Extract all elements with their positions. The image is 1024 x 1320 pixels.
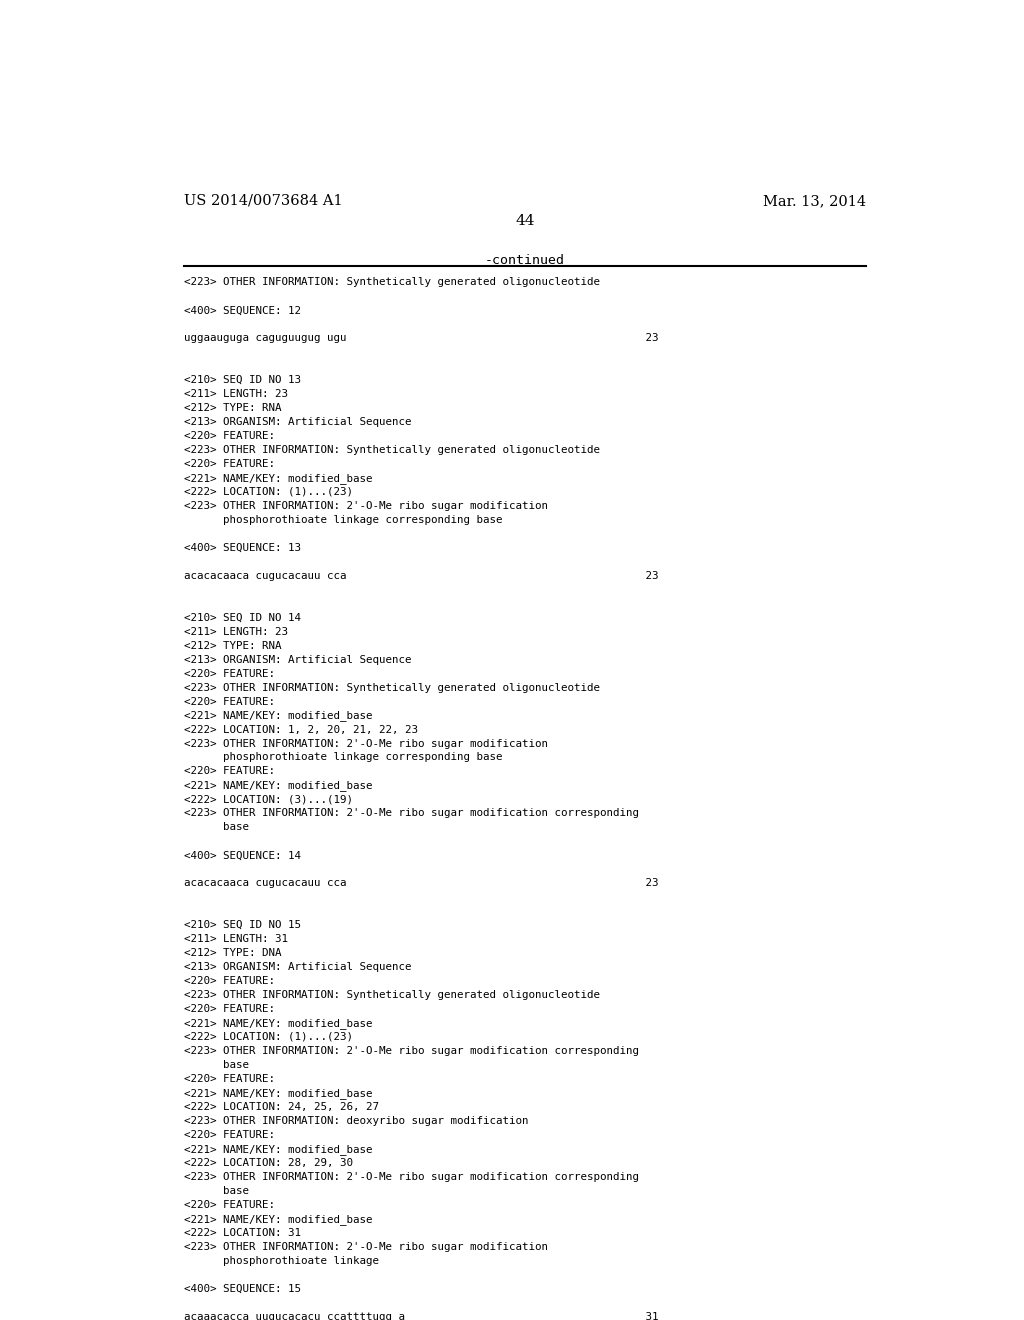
Text: <212> TYPE: DNA: <212> TYPE: DNA (183, 948, 281, 958)
Text: <221> NAME/KEY: modified_base: <221> NAME/KEY: modified_base (183, 1088, 372, 1098)
Text: <211> LENGTH: 23: <211> LENGTH: 23 (183, 627, 288, 636)
Text: <213> ORGANISM: Artificial Sequence: <213> ORGANISM: Artificial Sequence (183, 417, 411, 428)
Text: <220> FEATURE:: <220> FEATURE: (183, 975, 274, 986)
Text: <223> OTHER INFORMATION: Synthetically generated oligonucleotide: <223> OTHER INFORMATION: Synthetically g… (183, 277, 600, 288)
Text: <400> SEQUENCE: 12: <400> SEQUENCE: 12 (183, 305, 301, 315)
Text: <222> LOCATION: 1, 2, 20, 21, 22, 23: <222> LOCATION: 1, 2, 20, 21, 22, 23 (183, 725, 418, 734)
Text: base: base (183, 822, 249, 833)
Text: <221> NAME/KEY: modified_base: <221> NAME/KEY: modified_base (183, 1144, 372, 1155)
Text: uggaauguga caguguugug ugu                                              23: uggaauguga caguguugug ugu 23 (183, 333, 658, 343)
Text: US 2014/0073684 A1: US 2014/0073684 A1 (183, 194, 342, 209)
Text: <221> NAME/KEY: modified_base: <221> NAME/KEY: modified_base (183, 710, 372, 722)
Text: acaaacacca uugucacacu ccattttugg a                                     31: acaaacacca uugucacacu ccattttugg a 31 (183, 1312, 658, 1320)
Text: 44: 44 (515, 214, 535, 228)
Text: <220> FEATURE:: <220> FEATURE: (183, 459, 274, 469)
Text: <223> OTHER INFORMATION: 2'-O-Me ribo sugar modification corresponding: <223> OTHER INFORMATION: 2'-O-Me ribo su… (183, 1045, 639, 1056)
Text: <220> FEATURE:: <220> FEATURE: (183, 432, 274, 441)
Text: <210> SEQ ID NO 14: <210> SEQ ID NO 14 (183, 612, 301, 623)
Text: <223> OTHER INFORMATION: Synthetically generated oligonucleotide: <223> OTHER INFORMATION: Synthetically g… (183, 990, 600, 1001)
Text: <213> ORGANISM: Artificial Sequence: <213> ORGANISM: Artificial Sequence (183, 962, 411, 972)
Text: phosphorothioate linkage corresponding base: phosphorothioate linkage corresponding b… (183, 752, 502, 763)
Text: <223> OTHER INFORMATION: 2'-O-Me ribo sugar modification: <223> OTHER INFORMATION: 2'-O-Me ribo su… (183, 738, 548, 748)
Text: <223> OTHER INFORMATION: 2'-O-Me ribo sugar modification corresponding: <223> OTHER INFORMATION: 2'-O-Me ribo su… (183, 1172, 639, 1181)
Text: <220> FEATURE:: <220> FEATURE: (183, 697, 274, 706)
Text: <212> TYPE: RNA: <212> TYPE: RNA (183, 403, 281, 413)
Text: <220> FEATURE:: <220> FEATURE: (183, 767, 274, 776)
Text: <222> LOCATION: (1)...(23): <222> LOCATION: (1)...(23) (183, 487, 352, 496)
Text: <221> NAME/KEY: modified_base: <221> NAME/KEY: modified_base (183, 473, 372, 484)
Text: <211> LENGTH: 31: <211> LENGTH: 31 (183, 935, 288, 944)
Text: -continued: -continued (484, 253, 565, 267)
Text: phosphorothioate linkage corresponding base: phosphorothioate linkage corresponding b… (183, 515, 502, 525)
Text: <213> ORGANISM: Artificial Sequence: <213> ORGANISM: Artificial Sequence (183, 655, 411, 665)
Text: <220> FEATURE:: <220> FEATURE: (183, 669, 274, 678)
Text: <223> OTHER INFORMATION: deoxyribo sugar modification: <223> OTHER INFORMATION: deoxyribo sugar… (183, 1115, 528, 1126)
Text: <222> LOCATION: (3)...(19): <222> LOCATION: (3)...(19) (183, 795, 352, 804)
Text: <400> SEQUENCE: 15: <400> SEQUENCE: 15 (183, 1283, 301, 1294)
Text: <400> SEQUENCE: 13: <400> SEQUENCE: 13 (183, 543, 301, 553)
Text: <220> FEATURE:: <220> FEATURE: (183, 1200, 274, 1209)
Text: phosphorothioate linkage: phosphorothioate linkage (183, 1255, 379, 1266)
Text: Mar. 13, 2014: Mar. 13, 2014 (763, 194, 866, 209)
Text: <222> LOCATION: 28, 29, 30: <222> LOCATION: 28, 29, 30 (183, 1158, 352, 1168)
Text: acacacaaca cugucacauu cca                                              23: acacacaaca cugucacauu cca 23 (183, 878, 658, 888)
Text: <210> SEQ ID NO 15: <210> SEQ ID NO 15 (183, 920, 301, 931)
Text: <223> OTHER INFORMATION: 2'-O-Me ribo sugar modification corresponding: <223> OTHER INFORMATION: 2'-O-Me ribo su… (183, 808, 639, 818)
Text: <220> FEATURE:: <220> FEATURE: (183, 1005, 274, 1014)
Text: <221> NAME/KEY: modified_base: <221> NAME/KEY: modified_base (183, 1213, 372, 1225)
Text: <211> LENGTH: 23: <211> LENGTH: 23 (183, 389, 288, 399)
Text: <220> FEATURE:: <220> FEATURE: (183, 1074, 274, 1084)
Text: <222> LOCATION: 31: <222> LOCATION: 31 (183, 1228, 301, 1238)
Text: acacacaaca cugucacauu cca                                              23: acacacaaca cugucacauu cca 23 (183, 570, 658, 581)
Text: <223> OTHER INFORMATION: 2'-O-Me ribo sugar modification: <223> OTHER INFORMATION: 2'-O-Me ribo su… (183, 500, 548, 511)
Text: <400> SEQUENCE: 14: <400> SEQUENCE: 14 (183, 850, 301, 861)
Text: <220> FEATURE:: <220> FEATURE: (183, 1130, 274, 1140)
Text: <221> NAME/KEY: modified_base: <221> NAME/KEY: modified_base (183, 780, 372, 792)
Text: <223> OTHER INFORMATION: Synthetically generated oligonucleotide: <223> OTHER INFORMATION: Synthetically g… (183, 445, 600, 455)
Text: <222> LOCATION: 24, 25, 26, 27: <222> LOCATION: 24, 25, 26, 27 (183, 1102, 379, 1111)
Text: <212> TYPE: RNA: <212> TYPE: RNA (183, 640, 281, 651)
Text: <210> SEQ ID NO 13: <210> SEQ ID NO 13 (183, 375, 301, 385)
Text: <222> LOCATION: (1)...(23): <222> LOCATION: (1)...(23) (183, 1032, 352, 1041)
Text: base: base (183, 1185, 249, 1196)
Text: <221> NAME/KEY: modified_base: <221> NAME/KEY: modified_base (183, 1018, 372, 1028)
Text: <223> OTHER INFORMATION: 2'-O-Me ribo sugar modification: <223> OTHER INFORMATION: 2'-O-Me ribo su… (183, 1242, 548, 1251)
Text: base: base (183, 1060, 249, 1071)
Text: <223> OTHER INFORMATION: Synthetically generated oligonucleotide: <223> OTHER INFORMATION: Synthetically g… (183, 682, 600, 693)
